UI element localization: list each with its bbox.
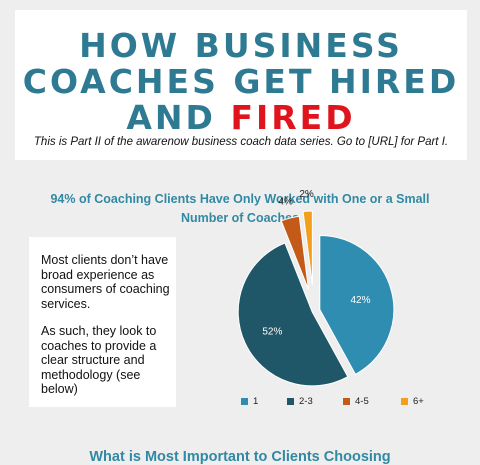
pie-label-4-5: 4% [278, 197, 293, 208]
title-and-text: AND [126, 98, 231, 137]
next-section-heading: What is Most Important to Clients Choosi… [89, 449, 391, 465]
legend-label-1: 1 [253, 396, 259, 407]
title-line-1: HOW BUSINESS [79, 26, 403, 65]
title-line-2: COACHES GET HIRED [22, 62, 460, 101]
pie-slice-6+ [302, 210, 313, 286]
title-line-3: AND FIRED [15, 100, 467, 136]
legend-label-2-3: 2-3 [299, 396, 313, 407]
legend-item-4-5: 4-5 [343, 396, 369, 407]
chart-title: 94% of Coaching Clients Have Only Worked… [50, 192, 430, 225]
legend-item-6+: 6+ [401, 396, 424, 407]
note-paragraph-1: Most clients don’t have broad experience… [41, 253, 170, 311]
note-card: Most clients don’t have broad experience… [29, 237, 176, 407]
legend-swatch-1 [241, 398, 248, 405]
legend-item-1: 1 [241, 396, 258, 407]
pie-label-1: 42% [350, 295, 370, 306]
legend-label-6+: 6+ [413, 396, 424, 407]
legend-swatch-6+ [401, 398, 408, 405]
legend-swatch-4-5 [343, 398, 350, 405]
pie-slice-1 [319, 235, 395, 376]
page-subtitle: This is Part II of the awarenow business… [33, 136, 449, 148]
pie-label-6+: 2% [299, 189, 314, 200]
pie-slice-4-5 [280, 215, 310, 290]
note-paragraph-2: As such, they look to coaches to provide… [41, 324, 157, 396]
header-card: HOW BUSINESS COACHES GET HIRED AND FIRED… [15, 10, 467, 160]
title-fired-text: FIRED [230, 98, 356, 137]
chart-legend: 1 2-3 4-5 6+ [0, 396, 480, 412]
legend-label-4-5: 4-5 [355, 396, 369, 407]
pie-label-2-3: 52% [262, 327, 282, 338]
page-title: HOW BUSINESS COACHES GET HIRED AND FIRED [15, 28, 467, 136]
legend-item-2-3: 2-3 [287, 396, 313, 407]
pie-slice-2-3 [237, 242, 349, 387]
legend-swatch-2-3 [287, 398, 294, 405]
